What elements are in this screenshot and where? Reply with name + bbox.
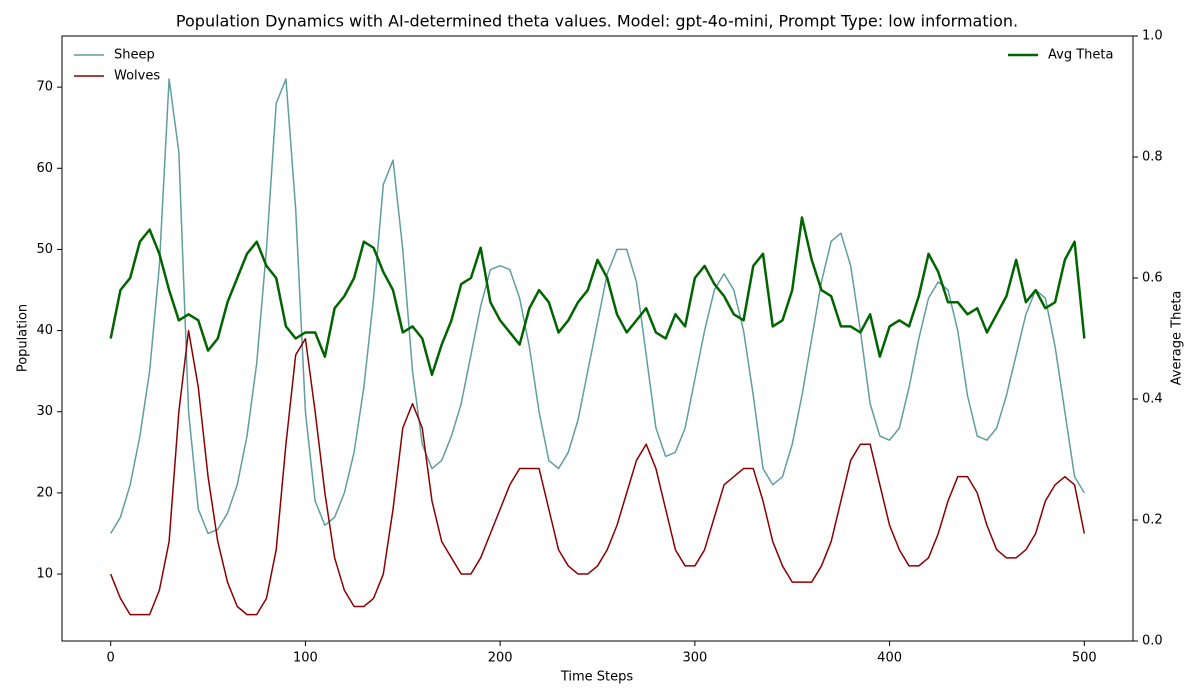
y-tick-label: 60	[36, 161, 53, 176]
x-tick-label: 0	[107, 651, 115, 666]
x-tick-label: 200	[488, 651, 513, 666]
y2-tick-label: 0.0	[1142, 634, 1163, 649]
y2-tick-label: 1.0	[1142, 29, 1163, 44]
y2-tick-label: 0.8	[1142, 150, 1163, 165]
x-tick-label: 100	[293, 651, 318, 666]
x-tick-label: 500	[1072, 651, 1097, 666]
x-axis-label: Time Steps	[560, 670, 634, 685]
x-tick-label: 400	[877, 651, 902, 666]
y-tick-label: 30	[36, 404, 53, 419]
legend-label: Wolves	[114, 69, 160, 84]
y2-tick-label: 0.2	[1142, 513, 1163, 528]
y-tick-label: 20	[36, 485, 53, 500]
y-axis-label: Population	[16, 304, 31, 372]
y2-tick-label: 0.6	[1142, 271, 1163, 286]
series-line	[109, 216, 1086, 377]
legend-label: Sheep	[114, 48, 155, 63]
series-line	[110, 78, 1085, 535]
y-tick-label: 70	[36, 80, 53, 95]
chart-title: Population Dynamics with AI-determined t…	[176, 12, 1018, 31]
y-tick-label: 40	[36, 323, 53, 338]
y2-axis-label: Average Theta	[1170, 291, 1185, 386]
y-tick-label: 10	[36, 567, 53, 582]
x-tick-label: 300	[682, 651, 707, 666]
y-tick-label: 50	[36, 242, 53, 257]
y2-tick-label: 0.4	[1142, 392, 1163, 407]
series-line	[109, 329, 1086, 616]
plot-frame	[61, 35, 1134, 642]
legend-label: Avg Theta	[1048, 48, 1113, 63]
